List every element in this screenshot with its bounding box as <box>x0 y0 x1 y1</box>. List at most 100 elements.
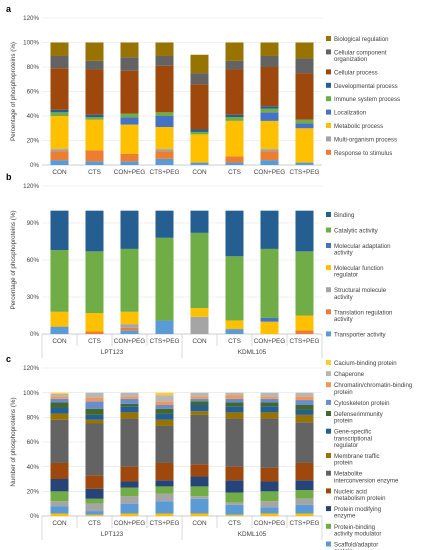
bar-segment <box>120 117 139 125</box>
bar-segment <box>225 162 244 165</box>
bar-segment <box>190 210 209 233</box>
legend-label: activity <box>334 294 354 301</box>
bar-segment <box>155 405 174 409</box>
group-label: LPT123 <box>101 531 124 538</box>
x-tick-label: CON <box>52 520 67 527</box>
x-tick-label: CON <box>192 520 207 527</box>
y-tick-label: 60% <box>27 439 40 446</box>
legend-label: Structural molecule <box>334 287 387 294</box>
bar-segment <box>85 503 104 512</box>
bar-segment <box>190 73 209 85</box>
bar-segment <box>120 311 139 325</box>
bar-segment <box>190 496 209 499</box>
bar-segment <box>190 54 209 74</box>
bar-segment <box>120 513 139 516</box>
legend-swatch <box>326 506 331 512</box>
bar-segment <box>260 467 279 482</box>
bar-segment <box>225 117 244 121</box>
bar-segment <box>155 320 174 334</box>
bar-segment <box>50 151 69 161</box>
bar-segment <box>260 321 279 334</box>
legend-swatch <box>326 212 331 217</box>
bar-segment <box>155 413 174 420</box>
legend-swatch <box>326 331 331 337</box>
bar-segment <box>295 405 314 410</box>
bar-segment <box>190 414 209 465</box>
bar-segment <box>120 70 139 114</box>
bar-segment <box>295 123 314 129</box>
bar-segment <box>85 150 104 162</box>
y-axis-title: Percentage of phosphoproteins (%) <box>10 42 17 141</box>
bar-segment <box>260 151 279 161</box>
bar-segment <box>190 398 209 402</box>
bar-segment <box>155 401 174 405</box>
bar-segment <box>190 131 209 135</box>
y-tick-label: 100% <box>23 40 39 47</box>
y-tick-label: 60% <box>27 257 40 264</box>
y-axis-title: Percentage of phosphoproteins (%) <box>10 210 17 309</box>
bar-segment <box>155 158 174 165</box>
bar-segment <box>190 316 209 334</box>
bar-segment <box>225 412 244 419</box>
bar-segment <box>225 514 244 516</box>
bar-segment <box>155 462 174 481</box>
bar-segment <box>85 210 104 252</box>
bar-segment <box>190 486 209 497</box>
bar-segment <box>85 511 104 515</box>
bar-segment <box>120 42 139 58</box>
bar-segment <box>225 69 244 115</box>
x-tick-label: CON+PEG <box>114 169 145 176</box>
bar-segment <box>50 396 69 399</box>
bar-segment <box>190 464 209 477</box>
x-tick-label: CTS <box>88 169 101 176</box>
bar-segment <box>50 501 69 507</box>
legend-swatch <box>326 96 331 102</box>
bar-segment <box>50 393 69 397</box>
bar-segment <box>225 42 244 61</box>
bar-segment <box>85 514 104 516</box>
legend-swatch <box>326 265 331 271</box>
y-tick-label: 0% <box>30 513 39 520</box>
bar-segment <box>295 513 314 516</box>
legend-label: Nucleic acid <box>334 488 367 495</box>
bar-segment <box>50 160 69 165</box>
bar-segment <box>190 513 209 516</box>
x-tick-label: CTS <box>88 338 101 345</box>
bar-segment <box>50 42 69 56</box>
bar-segment <box>190 392 209 397</box>
bar-segment <box>260 317 279 322</box>
y-tick-label: 40% <box>27 113 40 120</box>
bar-segment <box>155 392 174 396</box>
bar-segment <box>225 402 244 407</box>
bar-segment <box>50 407 69 414</box>
bar-segment <box>190 162 209 165</box>
legend-swatch <box>326 411 331 416</box>
legend-swatch <box>326 428 331 434</box>
bar-segment <box>260 513 279 516</box>
y-tick-label: 120% <box>23 365 39 372</box>
legend-label: Localization <box>334 110 366 117</box>
legend-swatch <box>326 360 331 365</box>
bar-segment <box>225 398 244 403</box>
x-tick-label: CON <box>52 169 67 176</box>
legend-label: Cytoskeleton protein <box>334 400 390 407</box>
bar-segment <box>50 491 69 502</box>
bar-segment <box>85 397 104 402</box>
bar-segment <box>260 210 279 249</box>
x-tick-label: CON <box>192 169 207 176</box>
bar-segment <box>260 67 279 107</box>
bar-segment <box>155 149 174 152</box>
legend-swatch <box>326 123 331 128</box>
bar-segment <box>50 419 69 463</box>
x-tick-label: CON+PEG <box>114 338 145 345</box>
bar-segment <box>260 507 279 514</box>
bar-segment <box>85 251 104 314</box>
group-label: LPT123 <box>101 349 124 356</box>
legend-swatch <box>326 287 331 293</box>
legend-label: protein <box>334 460 353 467</box>
bar-segment <box>85 161 104 165</box>
bar-segment <box>260 402 279 407</box>
bar-segment <box>190 405 209 412</box>
legend-swatch <box>326 136 331 142</box>
